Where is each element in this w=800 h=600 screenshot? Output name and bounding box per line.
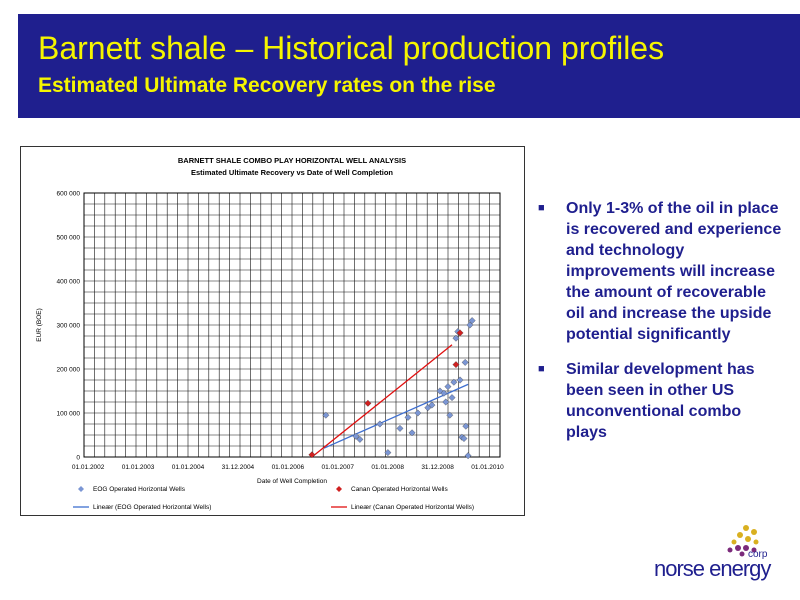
eog-well-point xyxy=(436,387,444,395)
bullet-item: ■ Only 1-3% of the oil in place is recov… xyxy=(532,198,782,345)
eog-well-point xyxy=(460,435,468,443)
y-tick-label: 600 000 xyxy=(57,191,81,198)
bullet-item: ■ Similar development has been seen in o… xyxy=(532,359,782,443)
bullet-marker-icon: ■ xyxy=(538,202,545,214)
eog-well-point xyxy=(464,452,472,460)
eog-well-point xyxy=(462,422,470,430)
bullet-text: Similar development has been seen in oth… xyxy=(566,361,755,441)
x-axis-label: Date of Well Completion xyxy=(257,478,327,485)
y-tick-label: 400 000 xyxy=(57,279,81,286)
eog-well-point xyxy=(440,389,448,397)
eog-well-point xyxy=(450,378,458,386)
eog-well-point xyxy=(322,411,330,419)
eog-well-point xyxy=(414,409,422,417)
canan-well-point xyxy=(456,329,464,337)
y-tick-label: 500 000 xyxy=(57,235,81,242)
legend-entry: Lineær (Canan Operated Horizontal Wells) xyxy=(351,504,474,511)
x-tick-label: 01.01.2006 xyxy=(272,464,305,471)
y-axis-label: EUR (BOE) xyxy=(36,308,43,342)
logo-name: norse energy xyxy=(654,556,771,581)
canan-well-point xyxy=(452,361,460,369)
eog-well-point xyxy=(461,358,469,366)
title-band xyxy=(18,14,800,118)
x-tick-label: 01.01.2007 xyxy=(321,464,354,471)
eog-well-point xyxy=(356,435,364,443)
eog-well-point xyxy=(352,432,360,440)
plot-area-border xyxy=(83,192,501,458)
eog-well-point xyxy=(384,449,392,457)
legend-entry: Canan Operated Horizontal Wells xyxy=(351,486,448,493)
eog-well-point xyxy=(444,383,452,391)
x-tick-label: 31.12.2008 xyxy=(421,464,454,471)
slide-subtitle: Estimated Ultimate Recovery rates on the… xyxy=(38,74,496,97)
x-tick-label: 01.01.2008 xyxy=(371,464,404,471)
chart-subtitle: Estimated Ultimate Recovery vs Date of W… xyxy=(191,168,393,177)
eog-well-point xyxy=(408,429,416,437)
x-tick-label: 01.01.2003 xyxy=(122,464,155,471)
norse-energy-logo-icon xyxy=(727,525,759,557)
eog-well-point xyxy=(456,376,464,384)
bullet-marker-icon: ■ xyxy=(538,363,545,375)
x-tick-label: 01.01.2002 xyxy=(72,464,105,471)
x-tick-label: 01.01.2004 xyxy=(172,464,205,471)
eog-well-point xyxy=(468,317,476,325)
y-tick-label: 300 000 xyxy=(57,323,81,330)
trend-line xyxy=(311,344,453,458)
slide-title: Barnett shale – Historical production pr… xyxy=(38,30,665,66)
eog-well-point xyxy=(396,424,404,432)
slide-header: Barnett shale – Historical production pr… xyxy=(0,0,800,122)
eog-well-point xyxy=(428,401,436,409)
eog-well-point xyxy=(446,411,454,419)
x-tick-label: 01.01.2010 xyxy=(471,464,504,471)
legend-marker-icon xyxy=(336,486,342,492)
x-tick-label: 31.12.2004 xyxy=(222,464,255,471)
y-tick-label: 200 000 xyxy=(57,367,81,374)
chart-frame: BARNETT SHALE COMBO PLAY HORIZONTAL WELL… xyxy=(20,146,525,516)
legend-entry: EOG Operated Horizontal Wells xyxy=(93,486,186,493)
eog-well-point xyxy=(448,394,456,402)
canan-well-point xyxy=(364,399,372,407)
eog-well-point xyxy=(452,334,460,342)
eog-well-point xyxy=(424,404,432,412)
canan-well-point xyxy=(308,451,316,459)
eog-well-point xyxy=(376,420,384,428)
logo-suffix: corp xyxy=(748,549,768,560)
legend-entry: Lineær (EOG Operated Horizontal Wells) xyxy=(93,504,211,511)
bullet-text: Only 1-3% of the oil in place is recover… xyxy=(566,200,782,343)
eur-scatter-chart: BARNETT SHALE COMBO PLAY HORIZONTAL WELL… xyxy=(36,156,504,511)
y-tick-label: 100 000 xyxy=(57,411,81,418)
eog-well-point xyxy=(442,398,450,406)
eog-well-point xyxy=(404,413,412,421)
chart-title: BARNETT SHALE COMBO PLAY HORIZONTAL WELL… xyxy=(178,156,406,165)
y-tick-label: 0 xyxy=(76,455,80,462)
bullet-list: ■ Only 1-3% of the oil in place is recov… xyxy=(532,198,782,457)
legend-marker-icon xyxy=(78,486,84,492)
